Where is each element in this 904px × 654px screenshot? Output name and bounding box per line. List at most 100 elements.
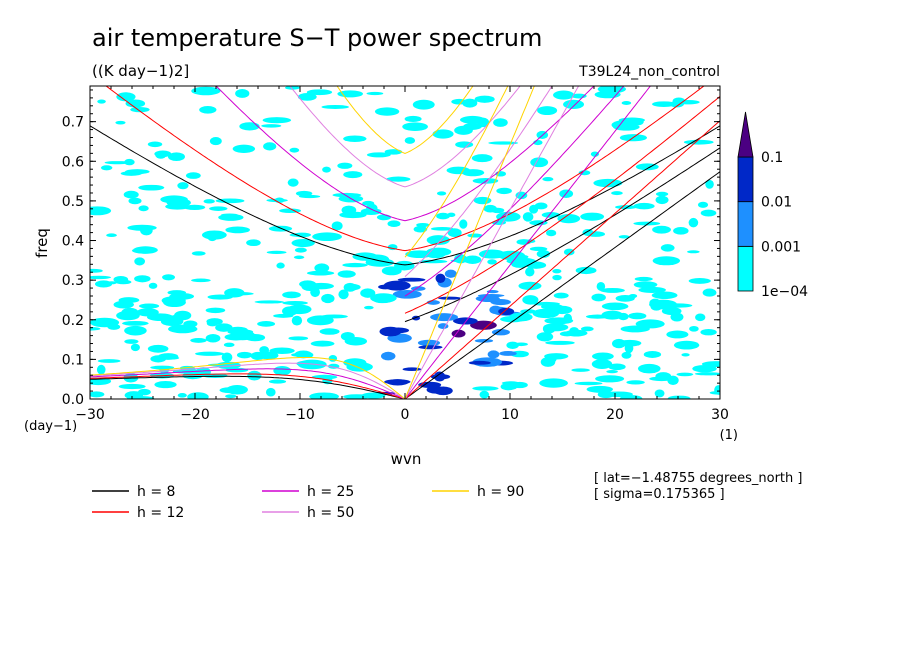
power-blob bbox=[177, 182, 189, 190]
power-blob bbox=[122, 320, 149, 326]
power-blob bbox=[418, 381, 442, 388]
chart-units: ((K day−1)2] bbox=[92, 62, 189, 80]
power-blob bbox=[574, 381, 603, 386]
mrg-curve bbox=[404, 86, 553, 277]
power-blob bbox=[378, 284, 394, 290]
power-blob bbox=[138, 205, 149, 212]
power-blob bbox=[297, 92, 317, 101]
x-tick-label: 30 bbox=[711, 407, 729, 423]
power-blob bbox=[552, 274, 562, 281]
power-blob bbox=[667, 395, 691, 399]
power-blob bbox=[332, 192, 362, 198]
power-blob bbox=[387, 220, 401, 228]
power-blob bbox=[106, 281, 117, 285]
power-blob bbox=[536, 332, 554, 342]
power-blob bbox=[499, 351, 517, 356]
power-blob bbox=[206, 318, 223, 325]
power-blob bbox=[563, 248, 575, 256]
power-blob bbox=[225, 394, 237, 399]
latitude-annotation: [ lat=−1.48755 degrees_north ] bbox=[594, 471, 802, 486]
power-blob bbox=[227, 329, 254, 335]
legend-label: h = 90 bbox=[477, 484, 524, 500]
power-blob bbox=[619, 394, 643, 399]
power-blob bbox=[557, 214, 581, 224]
power-blob bbox=[343, 171, 363, 179]
power-blob bbox=[319, 328, 340, 335]
power-blob bbox=[221, 352, 233, 363]
power-blob bbox=[496, 211, 521, 222]
power-blob bbox=[201, 230, 227, 240]
power-blob bbox=[591, 293, 606, 302]
power-blob bbox=[522, 212, 534, 222]
power-blob bbox=[360, 288, 376, 298]
power-blob bbox=[232, 144, 256, 153]
power-blob bbox=[199, 105, 217, 114]
power-blob bbox=[169, 293, 195, 300]
chart-title: air temperature S−T power spectrum bbox=[92, 24, 542, 52]
axes: −30 −20 −10 0 10 20 30 0.0 0.1 0.2 0.3 0.4 0.5 0.6 0.7 bbox=[62, 86, 729, 423]
power-blob bbox=[384, 149, 403, 155]
power-blob bbox=[209, 206, 228, 211]
power-blob bbox=[185, 172, 201, 179]
power-blob bbox=[130, 343, 140, 352]
power-blob bbox=[306, 89, 333, 96]
power-blob bbox=[268, 379, 287, 384]
power-blob bbox=[168, 324, 198, 334]
kelvin-curve bbox=[404, 171, 720, 399]
power-blob bbox=[459, 219, 468, 229]
power-blob bbox=[90, 391, 105, 398]
power-blob bbox=[361, 392, 386, 399]
colorbar-segment bbox=[737, 245, 754, 292]
power-blob bbox=[224, 333, 248, 341]
power-blob bbox=[487, 259, 497, 265]
power-blob bbox=[124, 158, 135, 166]
power-blob bbox=[651, 291, 678, 300]
power-blob bbox=[418, 345, 443, 350]
power-blob bbox=[655, 191, 669, 197]
power-blob bbox=[643, 350, 662, 358]
power-blob bbox=[697, 201, 709, 208]
power-blob bbox=[471, 154, 493, 163]
power-blob bbox=[563, 313, 573, 324]
power-blob bbox=[472, 386, 499, 391]
power-blob bbox=[221, 213, 239, 217]
power-blob bbox=[90, 206, 112, 216]
power-blob bbox=[124, 169, 150, 175]
power-blob bbox=[225, 292, 254, 296]
power-blob bbox=[287, 178, 299, 187]
power-blob bbox=[338, 289, 349, 300]
power-blob bbox=[433, 386, 453, 396]
power-blob bbox=[174, 310, 192, 321]
power-blob bbox=[608, 363, 626, 371]
power-blob bbox=[702, 288, 717, 297]
power-blob bbox=[601, 310, 623, 320]
power-blob bbox=[634, 276, 653, 282]
power-blob bbox=[580, 212, 605, 221]
power-blob bbox=[257, 321, 276, 327]
power-blob bbox=[694, 372, 720, 376]
power-blob bbox=[453, 317, 478, 325]
power-blob bbox=[565, 329, 588, 337]
power-blob bbox=[309, 392, 339, 399]
power-blob bbox=[138, 184, 165, 191]
power-blob bbox=[652, 225, 671, 234]
power-blob bbox=[473, 196, 492, 205]
power-blob bbox=[90, 275, 112, 280]
power-blob bbox=[310, 340, 335, 347]
colorbar: 1e−04 0.001 0.01 0.1 bbox=[737, 111, 808, 300]
power-blob bbox=[136, 308, 159, 317]
y-tick-label: 0.7 bbox=[62, 115, 84, 131]
power-blob bbox=[339, 211, 367, 219]
y-tick-label: 0.4 bbox=[62, 234, 84, 250]
power-blob bbox=[134, 257, 146, 266]
power-blob bbox=[633, 118, 644, 126]
power-blob bbox=[140, 225, 153, 236]
power-blob bbox=[676, 372, 694, 377]
power-blob bbox=[365, 258, 394, 267]
power-blob bbox=[123, 190, 139, 199]
power-blob bbox=[147, 141, 163, 148]
power-blob bbox=[288, 336, 309, 341]
power-blob bbox=[546, 229, 557, 237]
power-blob bbox=[601, 302, 629, 311]
power-blob bbox=[474, 95, 495, 103]
